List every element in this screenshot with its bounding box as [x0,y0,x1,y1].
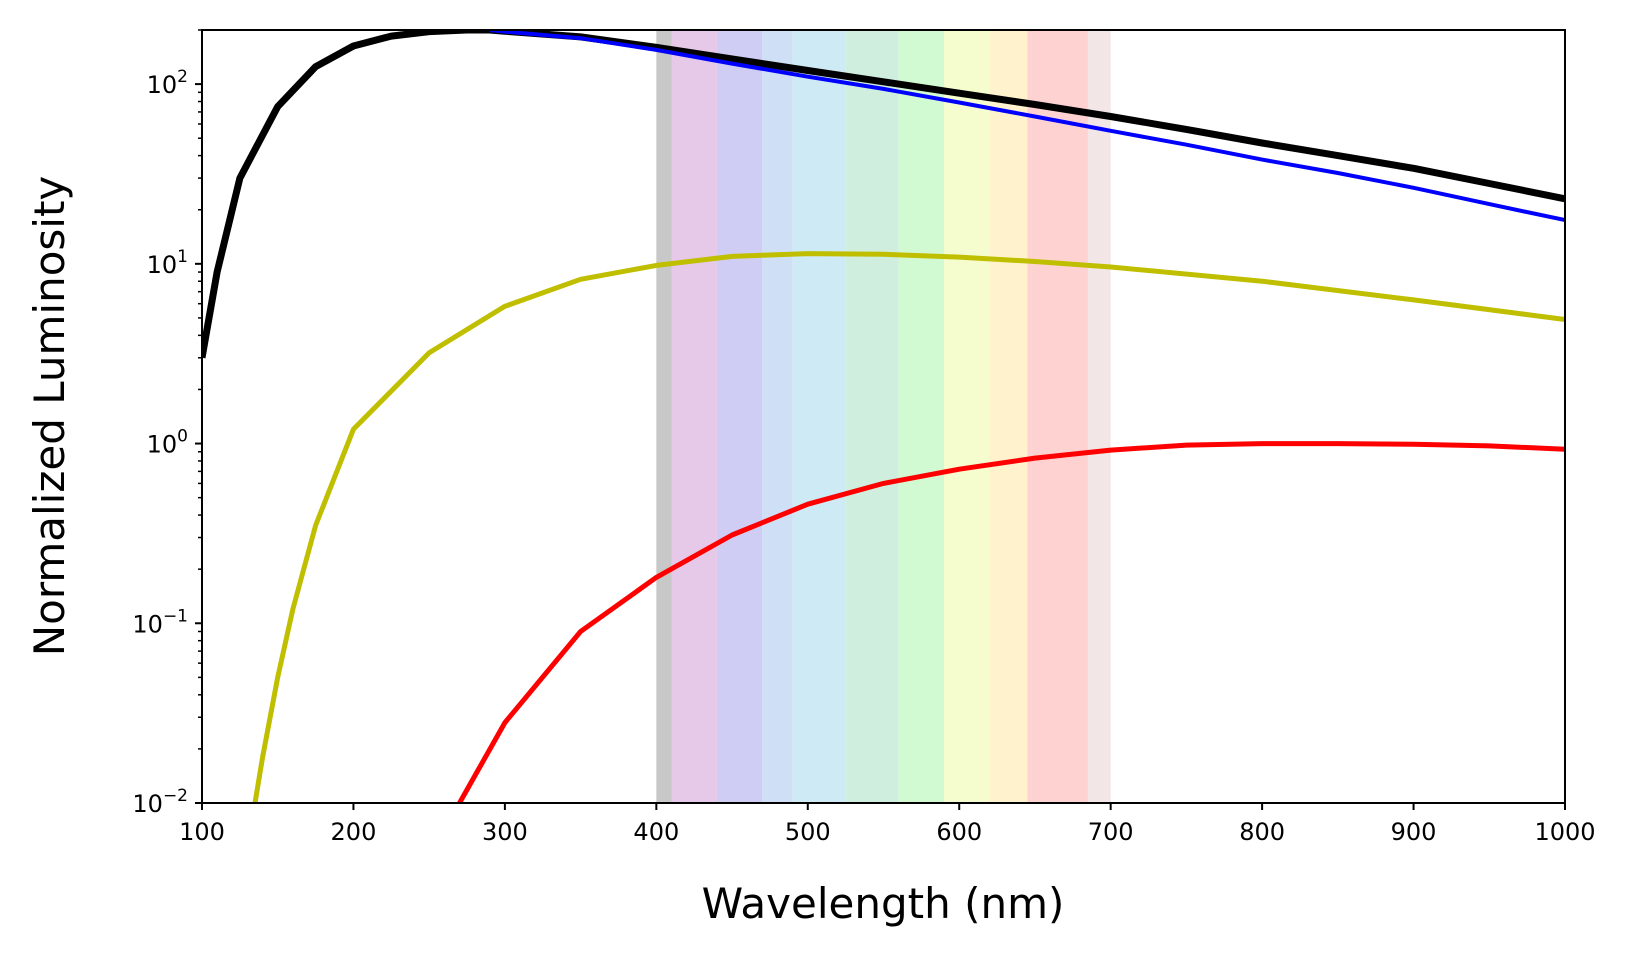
y-tick-label: 10−2 [132,786,188,818]
x-axis: 100 200 300 400 500 600 700 800 900 1000 [179,803,1596,846]
y-tick-label: 102 [147,67,188,99]
spectrum-band-9 [1027,30,1088,803]
y-tick-label: 10−1 [132,606,188,638]
plot-frame [201,29,1566,804]
x-tick-label: 900 [1391,818,1437,846]
y-tick-label: 100 [147,427,188,459]
x-tick-label: 1000 [1534,818,1595,846]
spectrum-band-5 [845,30,899,803]
spectrum-band-10 [1087,30,1111,803]
y-axis: 10−2 10−1 100 101 102 [132,29,202,818]
spectrum-band-0 [656,30,672,803]
y-tick-label: 101 [147,247,188,279]
visible-spectrum-band [656,30,1111,803]
spectrum-band-3 [762,30,793,803]
spectrum-band-8 [989,30,1028,803]
series-layer [202,30,1565,803]
x-tick-label: 100 [179,818,225,846]
spectrum-band-4 [792,30,846,803]
x-tick-label: 700 [1088,818,1134,846]
x-tick-label: 200 [331,818,377,846]
x-tick-label: 400 [633,818,679,846]
spectrum-band-1 [671,30,717,803]
spectrum-band-6 [898,30,945,803]
x-axis-title: Wavelength (nm) [702,879,1065,928]
x-tick-label: 300 [482,818,528,846]
series-line-0 [202,30,1565,359]
series-line-2 [252,251,1565,803]
series-line-3 [457,441,1565,803]
x-tick-label: 600 [936,818,982,846]
x-tick-label: 500 [785,818,831,846]
spectrum-band-7 [944,30,990,803]
spectrum-band-2 [716,30,763,803]
series-line-1 [489,30,1565,223]
y-axis-title: Normalized Luminosity [25,176,74,657]
x-tick-label: 800 [1239,818,1285,846]
